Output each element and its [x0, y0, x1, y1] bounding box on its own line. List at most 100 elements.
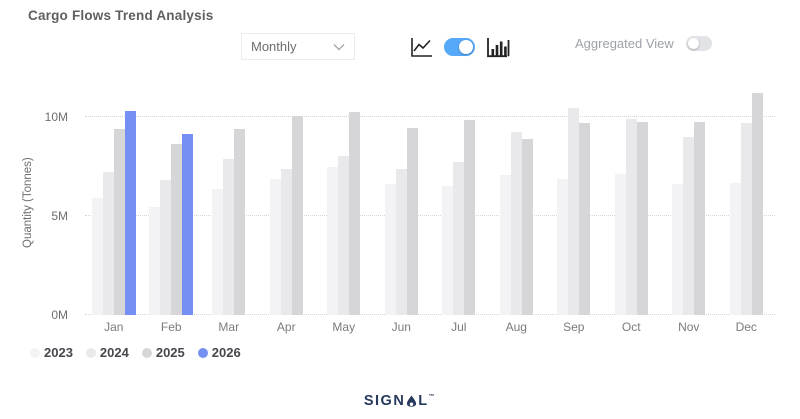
legend-dot-2026: [197, 347, 208, 358]
bar-2024-jul[interactable]: [453, 162, 465, 315]
x-axis-label-sep: Sep: [563, 320, 585, 334]
bar-chart-icon[interactable]: [484, 35, 511, 59]
bar-2023-jul[interactable]: [442, 186, 454, 315]
bar-2023-apr[interactable]: [269, 179, 281, 315]
gridline-10M: [85, 115, 775, 117]
month-group-nov: [660, 90, 718, 315]
x-axis-label-jan: Jan: [104, 320, 124, 334]
bar-2023-aug[interactable]: [499, 175, 511, 315]
bar-2025-mar[interactable]: [234, 128, 246, 315]
bar-2025-may[interactable]: [349, 111, 361, 315]
bar-2024-dec[interactable]: [740, 122, 752, 315]
aggregated-view-label: Aggregated View: [575, 36, 674, 51]
switch-knob: [687, 38, 699, 49]
legend-label-2023: 2023: [44, 345, 73, 360]
month-group-jul: [430, 90, 488, 315]
x-axis-label-jun: Jun: [391, 320, 411, 334]
bar-2025-jul[interactable]: [464, 119, 476, 315]
signal-logo: SIGN L ™: [364, 393, 436, 411]
x-axis-label-feb: Feb: [160, 320, 182, 334]
bar-2024-sep[interactable]: [568, 107, 580, 315]
bar-2023-sep[interactable]: [557, 179, 569, 315]
x-axis-label-may: May: [332, 320, 356, 334]
month-group-dec: [718, 90, 776, 315]
plot-area: [85, 90, 775, 315]
bar-2023-dec[interactable]: [729, 183, 741, 315]
legend-item-2026[interactable]: 2026: [197, 345, 241, 360]
y-tick-label-5M: 5M: [51, 208, 68, 223]
bar-2023-feb[interactable]: [149, 206, 161, 315]
bar-2024-jun[interactable]: [395, 169, 407, 315]
bar-2024-may[interactable]: [338, 156, 350, 315]
line-chart-icon[interactable]: [408, 35, 435, 59]
legend-dot-2023: [30, 347, 40, 358]
bar-2024-aug[interactable]: [510, 131, 522, 315]
bar-2025-dec[interactable]: [751, 92, 763, 315]
chart-type-switch[interactable]: [444, 38, 475, 56]
logo-trademark: ™: [428, 394, 437, 400]
month-group-aug: [488, 90, 546, 315]
logo-text-right: L: [418, 393, 429, 409]
page-title: Cargo Flows Trend Analysis: [28, 8, 214, 23]
month-group-apr: [258, 90, 316, 315]
bar-2025-jan[interactable]: [113, 128, 125, 315]
bar-2024-jan[interactable]: [102, 172, 114, 315]
month-group-oct: [603, 90, 661, 315]
legend: 2023 2024 2025 2026: [30, 345, 241, 360]
month-group-sep: [545, 90, 603, 315]
bar-2025-nov[interactable]: [694, 121, 706, 315]
logo-text-left: SIGN: [363, 393, 406, 409]
month-group-may: [315, 90, 373, 315]
bar-2023-oct[interactable]: [614, 174, 626, 315]
switch-knob: [459, 40, 473, 54]
bar-2023-mar[interactable]: [212, 189, 224, 315]
month-group-feb: [143, 90, 201, 315]
legend-label-2026: 2026: [211, 345, 241, 360]
bar-2023-jan[interactable]: [91, 198, 103, 315]
legend-dot-2024: [85, 347, 96, 358]
bar-groups: [85, 90, 775, 315]
legend-item-2025[interactable]: 2025: [141, 345, 185, 360]
y-axis: 0M 5M 10M: [0, 90, 68, 322]
x-axis-label-dec: Dec: [735, 320, 757, 334]
x-axis-label-apr: Apr: [276, 320, 296, 334]
gridline-5M: [85, 214, 775, 216]
logo-a-glyph: [406, 395, 417, 411]
bar-2023-jun[interactable]: [384, 184, 396, 315]
bar-2024-mar[interactable]: [223, 159, 235, 315]
month-group-jun: [373, 90, 431, 315]
bar-2023-may[interactable]: [327, 167, 339, 315]
period-dropdown[interactable]: Monthly: [241, 33, 355, 60]
x-axis-label-jul: Jul: [451, 320, 467, 334]
chevron-down-icon: [333, 43, 345, 51]
legend-item-2023[interactable]: 2023: [30, 345, 73, 360]
bar-2025-jun[interactable]: [406, 127, 418, 315]
bar-2024-oct[interactable]: [625, 118, 637, 315]
bar-2025-apr[interactable]: [291, 115, 303, 315]
bar-2025-sep[interactable]: [579, 122, 591, 315]
bar-2023-nov[interactable]: [672, 184, 684, 315]
bar-2025-feb[interactable]: [171, 143, 183, 315]
period-dropdown-value: Monthly: [251, 39, 297, 54]
y-tick-label-0M: 0M: [51, 308, 68, 322]
x-axis-label-oct: Oct: [621, 320, 641, 334]
legend-item-2024[interactable]: 2024: [85, 345, 129, 360]
bar-2025-oct[interactable]: [636, 121, 648, 315]
aggregated-view-control: Aggregated View: [575, 36, 712, 51]
y-tick-label-10M: 10M: [44, 109, 68, 124]
footer: SIGN L ™: [0, 393, 800, 411]
bar-2024-apr[interactable]: [280, 169, 292, 315]
bar-2025-aug[interactable]: [521, 138, 533, 315]
legend-dot-2025: [141, 347, 152, 358]
gridline-0M: [85, 314, 775, 315]
month-group-jan: [85, 90, 143, 315]
bar-2026-feb[interactable]: [182, 133, 194, 315]
x-axis-label-nov: Nov: [678, 320, 700, 334]
chart-type-toggle-group: [408, 35, 511, 59]
bar-2024-feb[interactable]: [160, 180, 172, 315]
bar-2024-nov[interactable]: [683, 136, 695, 315]
legend-label-2025: 2025: [155, 345, 185, 360]
aggregated-view-switch[interactable]: [685, 36, 712, 51]
bar-2026-jan[interactable]: [124, 110, 136, 315]
